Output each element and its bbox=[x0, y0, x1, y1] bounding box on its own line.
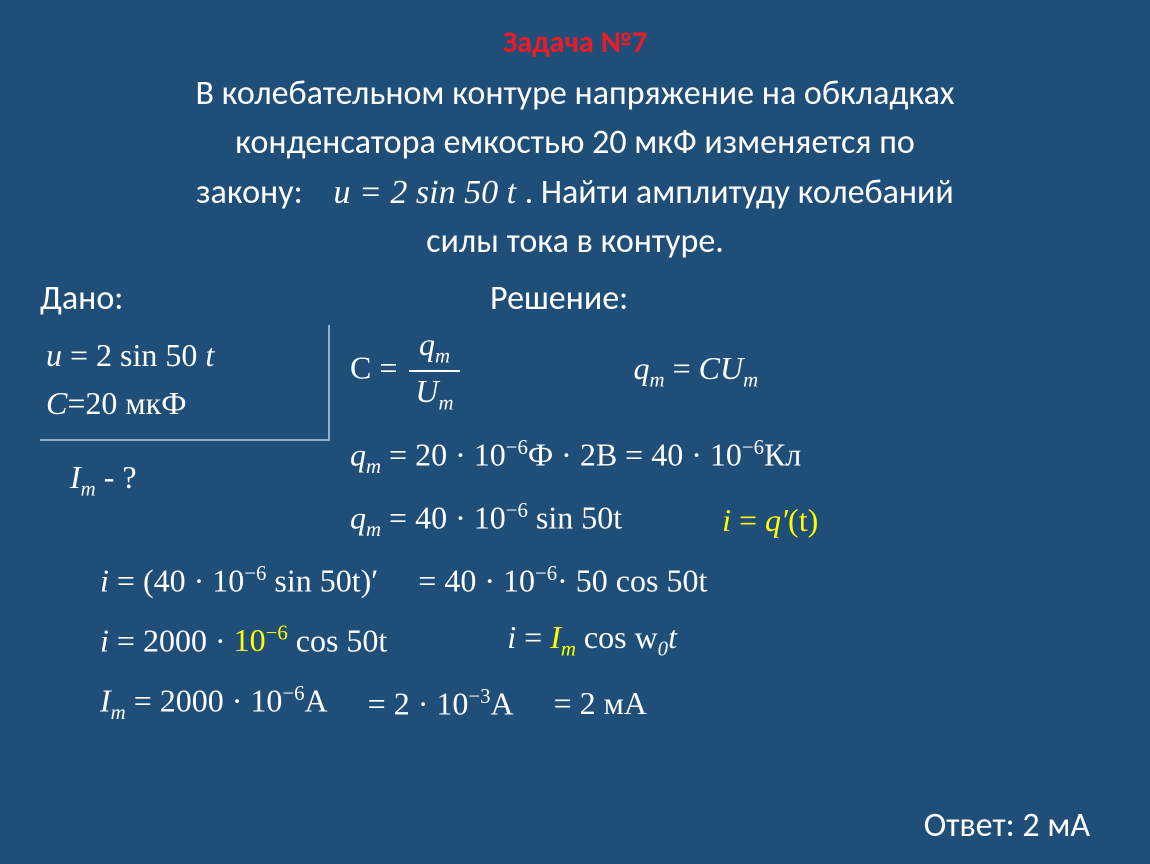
eq-i-derivative: i = q′(t) bbox=[722, 502, 818, 539]
eq-qm-numeric: qm = 20 · 10−6Ф · 2В = 40 · 10−6Кл bbox=[350, 436, 801, 479]
eq-im-final-2: = 2 · 10−3А bbox=[368, 685, 514, 723]
solution-column: Решение: C = qm Um qm = CUm qm = 20 · 10… bbox=[340, 278, 1110, 745]
problem-number-title: Задача №7 bbox=[40, 24, 1110, 61]
eq-row-1: C = qm Um qm = CUm bbox=[350, 327, 1110, 416]
given-u: u = 2 sin 50 t bbox=[46, 331, 318, 379]
problem-statement: В колебательном контуре напряжение на об… bbox=[55, 69, 1095, 266]
eq-row-6: Im = 2000 · 10−6А = 2 · 10−3А = 2 мА bbox=[100, 682, 1110, 725]
fraction-qm-um: qm Um bbox=[409, 327, 459, 416]
content-columns: Дано: u = 2 sin 50 t C=20 мкФ Im - ? Реш… bbox=[40, 278, 1110, 745]
given-find: Im - ? bbox=[70, 459, 330, 501]
answer-label: Ответ: bbox=[924, 805, 1023, 846]
eq-qm-time: qm = 40 · 10−6 sin 50t bbox=[350, 499, 622, 542]
problem-line-2: конденсатора емкостью 20 мкФ изменяется … bbox=[235, 122, 915, 163]
answer-value: 2 мА bbox=[1022, 805, 1090, 846]
eq-i-deriv-expand-rhs: = 40 · 10−6· 50 cos 50t bbox=[418, 562, 707, 600]
eq-c-definition: C = qm Um bbox=[350, 327, 464, 416]
problem-line-3-prefix: закону: bbox=[196, 172, 303, 213]
problem-line-1: В колебательном контуре напряжение на об… bbox=[195, 73, 954, 114]
problem-law-equation: u = 2 sin 50 t bbox=[333, 174, 524, 211]
eq-row-5: i = 2000 · 10−6 cos 50t i = Im cos w0t bbox=[100, 619, 1110, 661]
solution-label: Решение: bbox=[490, 278, 1110, 319]
eq-row-3: qm = 40 · 10−6 sin 50t i = q′(t) bbox=[350, 499, 1110, 542]
eq-row-4: i = (40 · 10−6 sin 50t)′ = 40 · 10−6· 50… bbox=[100, 562, 1110, 600]
given-c: C=20 мкФ bbox=[46, 379, 318, 427]
given-column: Дано: u = 2 sin 50 t C=20 мкФ Im - ? bbox=[40, 278, 340, 745]
eq-row-2: qm = 20 · 10−6Ф · 2В = 40 · 10−6Кл bbox=[350, 436, 1110, 479]
given-label: Дано: bbox=[40, 278, 330, 319]
answer-line: Ответ: 2 мА bbox=[924, 805, 1090, 846]
eq-i-value: i = 2000 · 10−6 cos 50t bbox=[100, 622, 387, 660]
eq-im-final: Im = 2000 · 10−6А bbox=[100, 682, 328, 725]
slide: Задача №7 В колебательном контуре напряж… bbox=[0, 0, 1150, 864]
problem-line-4: силы тока в контуре. bbox=[426, 221, 724, 262]
eq-i-general-form: i = Im cos w0t bbox=[507, 619, 677, 661]
problem-line-3-suffix: . Найти амплитуду колебаний bbox=[525, 172, 954, 213]
eq-im-final-3: = 2 мА bbox=[554, 685, 647, 722]
eq-i-deriv-expand-lhs: i = (40 · 10−6 sin 50t)′ bbox=[100, 562, 378, 600]
given-box: u = 2 sin 50 t C=20 мкФ bbox=[40, 325, 330, 441]
eq-qm-cum: qm = CUm bbox=[634, 350, 759, 392]
